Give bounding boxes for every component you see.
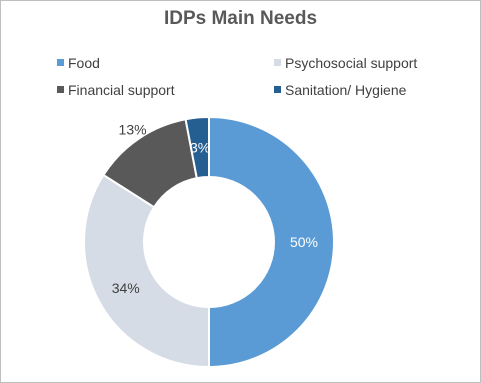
legend-item-psychosocial: Psychosocial support	[274, 55, 417, 71]
legend-label-financial: Financial support	[68, 82, 175, 98]
data-label-financial: 13%	[119, 122, 147, 138]
donut-slice-psychosocial	[83, 173, 210, 369]
data-label-food: 50%	[290, 234, 318, 250]
chart-title: IDPs Main Needs	[163, 8, 318, 29]
donut-slice-sanitation	[184, 115, 210, 180]
legend-swatch-food	[57, 59, 64, 66]
legend-item-sanitation: Sanitation/ Hygiene	[274, 82, 406, 98]
legend-item-financial: Financial support	[57, 82, 175, 98]
legend-label-sanitation: Sanitation/ Hygiene	[285, 82, 407, 98]
legend-label-psychosocial: Psychosocial support	[285, 55, 418, 71]
donut-slice-food	[208, 115, 335, 369]
legend-swatch-financial	[57, 86, 64, 93]
legend-label-food: Food	[68, 55, 100, 71]
legend-swatch-sanitation	[274, 86, 281, 93]
data-label-sanitation: 3%	[190, 139, 210, 155]
legend-swatch-psychosocial	[274, 59, 281, 66]
data-label-psychosocial: 34%	[112, 280, 140, 296]
legend: Food Psychosocial support Financial supp…	[0, 0, 481, 110]
legend-item-food: Food	[57, 55, 100, 71]
